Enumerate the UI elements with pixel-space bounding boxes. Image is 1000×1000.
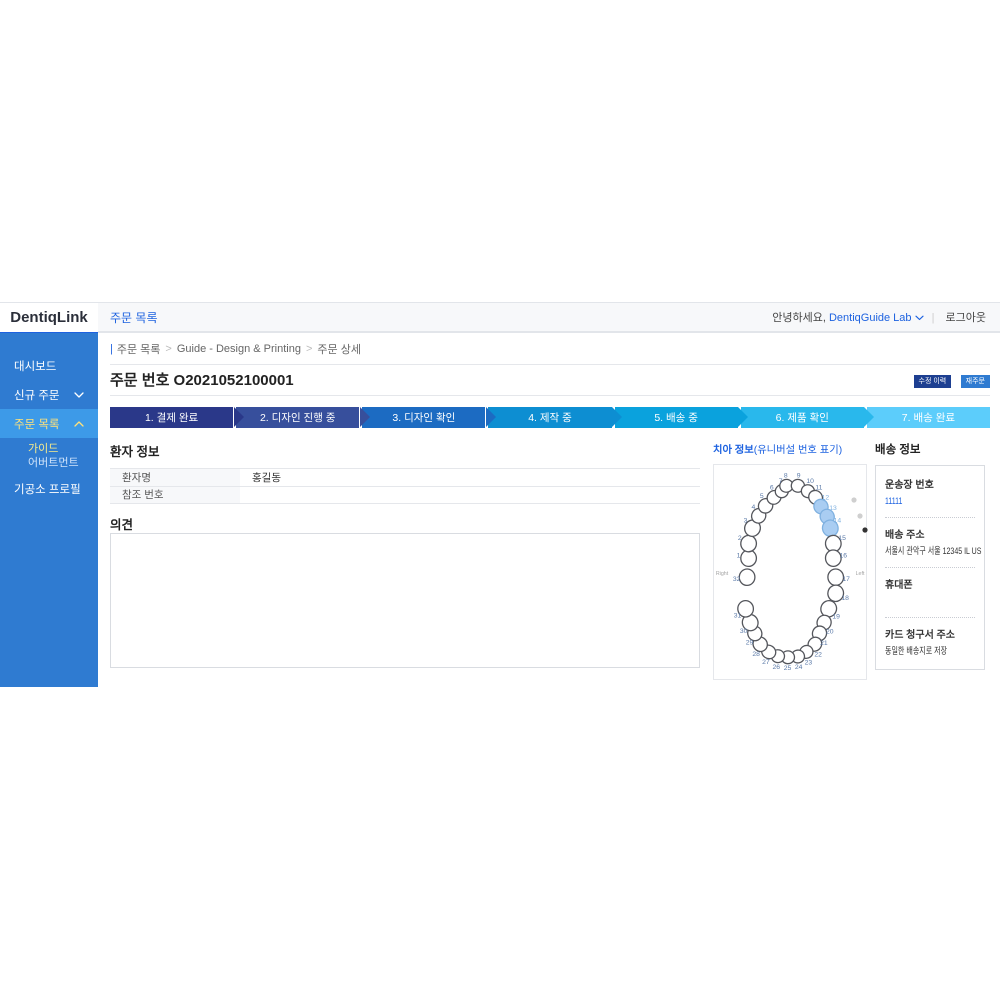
svg-text:24: 24 [795, 664, 803, 671]
svg-text:4: 4 [752, 504, 756, 511]
svg-text:29: 29 [746, 640, 754, 647]
svg-text:7: 7 [779, 478, 783, 485]
svg-text:14: 14 [834, 518, 842, 525]
svg-text:27: 27 [762, 659, 770, 666]
svg-text:3: 3 [744, 518, 748, 525]
svg-text:9: 9 [797, 473, 801, 480]
svg-text:26: 26 [773, 664, 781, 671]
svg-text:15: 15 [838, 535, 846, 542]
svg-text:2: 2 [738, 535, 742, 542]
svg-text:20: 20 [826, 629, 834, 636]
svg-text:Left: Left [856, 571, 865, 577]
svg-text:Right: Right [716, 571, 729, 577]
svg-text:17: 17 [842, 576, 850, 583]
svg-text:28: 28 [752, 651, 760, 658]
svg-text:11: 11 [815, 485, 822, 492]
svg-text:13: 13 [829, 505, 837, 512]
svg-text:25: 25 [784, 665, 792, 672]
svg-text:10: 10 [806, 478, 814, 485]
svg-text:18: 18 [841, 595, 849, 602]
svg-text:22: 22 [814, 651, 822, 658]
svg-text:23: 23 [805, 659, 813, 666]
svg-text:19: 19 [832, 613, 840, 620]
svg-text:31: 31 [734, 613, 742, 620]
svg-text:21: 21 [820, 640, 828, 647]
svg-text:16: 16 [840, 552, 848, 559]
svg-text:5: 5 [760, 493, 764, 500]
svg-text:8: 8 [784, 473, 788, 480]
svg-text:32: 32 [733, 576, 741, 583]
svg-text:1: 1 [737, 552, 741, 559]
svg-text:6: 6 [770, 484, 774, 491]
svg-text:12: 12 [822, 494, 830, 501]
svg-text:30: 30 [740, 628, 748, 635]
